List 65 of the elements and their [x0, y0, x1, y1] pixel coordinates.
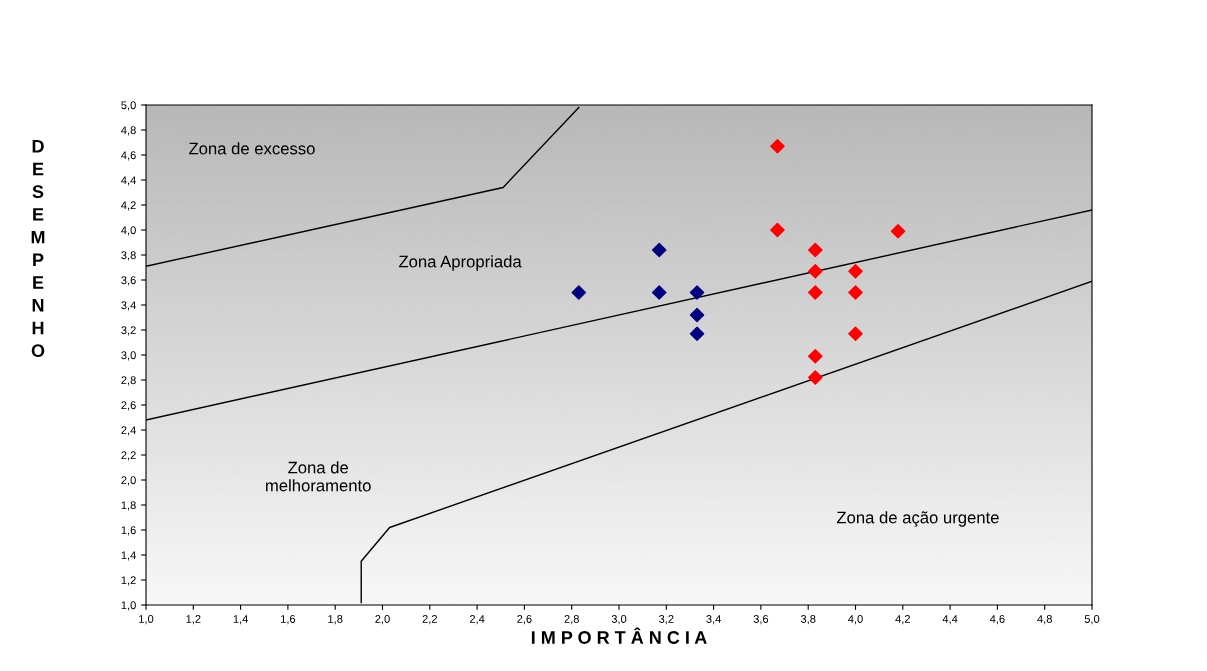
y-tick-label: 4,6	[121, 151, 136, 161]
point	[808, 348, 823, 364]
x-tick-label: 1,6	[281, 615, 296, 625]
y-tick-label: 3,0	[121, 351, 136, 361]
y-tick-label: 4,4	[121, 176, 136, 186]
point	[651, 285, 667, 300]
y-tick-label: 2,8	[121, 376, 136, 386]
x-tick-label: 3,4	[706, 615, 721, 625]
y-tick-label: 1,6	[121, 526, 136, 536]
y-tick-label: 1,4	[121, 551, 136, 561]
y-tick-label: 3,6	[121, 276, 136, 286]
y-tick-label: 3,2	[121, 326, 136, 336]
y-tick-label: 4,2	[121, 201, 136, 211]
y-tick-label: 2,4	[121, 426, 136, 436]
y-tick-label: 4,0	[121, 226, 136, 236]
point	[848, 326, 863, 342]
y-tick-label: 2,6	[121, 401, 136, 411]
annotation: Zona de ação urgente	[836, 511, 999, 527]
annotation: Zona de melhoramento	[266, 461, 371, 492]
point	[689, 285, 705, 300]
x-tick-label: 4,4	[942, 615, 958, 625]
x-axis-title: I M P O R T Â N C I A	[531, 627, 707, 644]
point	[651, 242, 667, 258]
y-tick-label: 2,0	[121, 476, 136, 486]
point	[848, 285, 863, 300]
x-tick-label: 3,0	[611, 615, 627, 625]
x-tick-label: 1,4	[233, 615, 248, 625]
point	[571, 285, 587, 300]
point	[689, 326, 705, 342]
x-tick-label: 2,6	[517, 615, 532, 625]
y-tick-label: 1,8	[121, 501, 136, 511]
point	[808, 285, 823, 300]
x-tick-label: 3,2	[659, 615, 674, 625]
x-tick-label: 2,0	[375, 615, 390, 625]
point	[848, 263, 863, 279]
point	[808, 370, 823, 385]
y-tick-label: 5,0	[121, 101, 136, 111]
y-tick-label: 4,8	[121, 126, 136, 136]
x-tick-label: 5,0	[1084, 615, 1100, 625]
point	[808, 242, 823, 258]
x-tick-label: 4,2	[895, 615, 910, 625]
point	[770, 138, 785, 154]
y-tick-label: 2,2	[121, 451, 136, 461]
y-tick-label: 1,0	[121, 601, 136, 611]
annotation: Zona de excesso	[189, 142, 315, 155]
x-tick-label: 3,8	[800, 615, 816, 625]
x-tick-label: 3,6	[753, 615, 769, 625]
x-tick-label: 2,8	[564, 615, 579, 625]
x-tick-label: 4,0	[848, 615, 863, 625]
point	[770, 222, 785, 238]
x-tick-label: 4,8	[1037, 615, 1052, 625]
point	[689, 307, 705, 323]
y-tick-label: 3,4	[121, 301, 136, 311]
text: DESEMPENHO	[31, 140, 45, 358]
point	[890, 223, 906, 239]
x-tick-label: 1,8	[328, 615, 343, 625]
x-tick-label: 2,4	[469, 615, 485, 625]
annotation: Zona Apropriada	[398, 255, 522, 271]
x-tick-label: 1,0	[139, 615, 154, 625]
point	[808, 263, 823, 279]
x-tick-label: 4,6	[989, 615, 1005, 625]
x-tick-label: 1,2	[186, 615, 201, 625]
x-tick-label: 2,2	[422, 615, 437, 625]
y-tick-label: 3,8	[121, 251, 136, 261]
y-tick-label: 1,2	[121, 576, 136, 586]
